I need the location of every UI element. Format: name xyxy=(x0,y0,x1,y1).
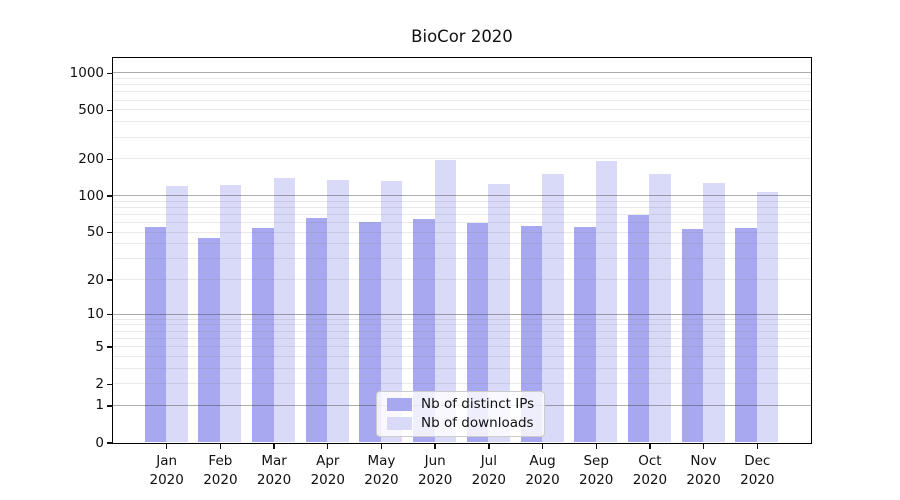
gridline-minor-900 xyxy=(112,77,811,79)
legend-item-distinct-ips: Nb of distinct IPs xyxy=(387,397,534,412)
y-tick-mark-5 xyxy=(106,346,113,348)
y-tick-mark-500 xyxy=(106,109,113,112)
x-tick-mark-dec xyxy=(756,443,758,449)
gridline-minor-500 xyxy=(112,109,811,111)
x-tick-label-nov: Nov 2020 xyxy=(686,453,721,488)
legend-item-downloads: Nb of downloads xyxy=(387,416,534,431)
x-tick-mark-sep xyxy=(595,443,597,449)
bar-distinct-ips-sep xyxy=(574,227,596,443)
y-tick-label-1000: 1000 xyxy=(69,64,104,81)
x-tick-label-jul: Jul 2020 xyxy=(471,453,507,488)
x-tick-mark-apr xyxy=(327,443,329,449)
bar-distinct-ips-nov xyxy=(681,229,704,443)
bar-distinct-ips-feb xyxy=(198,237,220,443)
gridline-minor-400 xyxy=(112,121,811,123)
y-tick-mark-100 xyxy=(106,195,113,197)
gridline-minor-800 xyxy=(112,84,811,86)
y-tick-label-10: 10 xyxy=(86,306,104,323)
y-tick-label-500: 500 xyxy=(78,101,104,118)
x-tick-label-dec: Dec 2020 xyxy=(740,453,775,488)
x-tick-mark-aug xyxy=(541,443,544,449)
x-tick-mark-oct xyxy=(649,443,651,449)
gridline-minor-200 xyxy=(112,158,811,160)
x-tick-mark-mar xyxy=(273,443,275,449)
bar-distinct-ips-jun xyxy=(413,219,435,443)
y-tick-label-20: 20 xyxy=(86,271,104,288)
x-tick-label-jan: Jan 2020 xyxy=(149,453,184,488)
y-tick-label-2: 2 xyxy=(95,375,104,392)
y-tick-label-0: 0 xyxy=(95,434,104,451)
bar-downloads-mar xyxy=(273,177,296,443)
y-tick-mark-1 xyxy=(106,405,113,407)
legend: Nb of distinct IPs Nb of downloads xyxy=(376,391,546,437)
y-tick-label-5: 5 xyxy=(95,338,104,355)
gridline-minor-600 xyxy=(112,99,811,101)
x-tick-mark-jan xyxy=(165,443,168,449)
bar-downloads-nov xyxy=(703,183,725,443)
bar-distinct-ips-mar xyxy=(252,228,274,443)
gridline-minor-700 xyxy=(112,91,811,93)
bar-distinct-ips-jul xyxy=(466,223,489,443)
x-tick-label-sep: Sep 2020 xyxy=(579,453,614,488)
y-tick-label-100: 100 xyxy=(78,187,104,204)
gridline-minor-300 xyxy=(112,136,811,138)
y-tick-mark-200 xyxy=(106,158,113,160)
chart-title: BioCor 2020 xyxy=(411,27,513,46)
legend-swatch-downloads xyxy=(387,417,412,430)
y-tick-label-1: 1 xyxy=(95,397,104,414)
bar-downloads-jul xyxy=(488,184,510,443)
x-tick-label-mar: Mar 2020 xyxy=(256,453,292,488)
x-tick-label-jun: Jun 2020 xyxy=(417,453,453,488)
y-tick-mark-2 xyxy=(106,383,113,385)
x-tick-mark-feb xyxy=(219,443,222,449)
gridline-major-1000 xyxy=(112,72,811,74)
x-tick-label-feb: Feb 2020 xyxy=(203,453,238,488)
y-tick-mark-1000 xyxy=(106,72,113,75)
y-tick-mark-0 xyxy=(106,442,113,444)
x-tick-mark-nov xyxy=(702,443,705,449)
bar-downloads-apr xyxy=(327,180,349,443)
bar-distinct-ips-may xyxy=(359,221,381,443)
x-tick-label-apr: Apr 2020 xyxy=(310,453,345,488)
bar-downloads-dec xyxy=(756,191,779,443)
y-tick-mark-10 xyxy=(106,314,113,316)
bar-distinct-ips-jan xyxy=(144,227,167,443)
legend-label-downloads: Nb of downloads xyxy=(421,415,534,431)
x-tick-mark-may xyxy=(380,443,383,449)
x-tick-label-oct: Oct 2020 xyxy=(632,453,668,488)
legend-swatch-distinct-ips xyxy=(387,398,412,411)
bar-distinct-ips-oct xyxy=(627,215,650,443)
bar-downloads-oct xyxy=(649,174,671,443)
legend-label-distinct-ips: Nb of distinct IPs xyxy=(421,396,535,412)
bar-distinct-ips-apr xyxy=(305,217,328,443)
bar-downloads-jan xyxy=(166,185,188,443)
bar-distinct-ips-dec xyxy=(735,228,757,443)
y-tick-mark-20 xyxy=(106,279,113,281)
x-tick-mark-jul xyxy=(488,443,490,449)
x-tick-label-may: May 2020 xyxy=(364,453,399,488)
y-tick-label-50: 50 xyxy=(86,224,104,241)
bar-distinct-ips-aug xyxy=(520,226,543,443)
y-tick-label-200: 200 xyxy=(78,150,104,167)
bar-downloads-may xyxy=(380,180,403,443)
y-tick-mark-50 xyxy=(106,231,113,234)
plot-area xyxy=(111,56,812,444)
x-tick-label-aug: Aug 2020 xyxy=(525,453,560,488)
x-tick-mark-jun xyxy=(434,443,436,449)
bar-downloads-aug xyxy=(542,174,564,443)
bar-downloads-feb xyxy=(219,185,242,443)
bar-downloads-jun xyxy=(434,160,457,443)
bar-downloads-sep xyxy=(595,160,618,443)
